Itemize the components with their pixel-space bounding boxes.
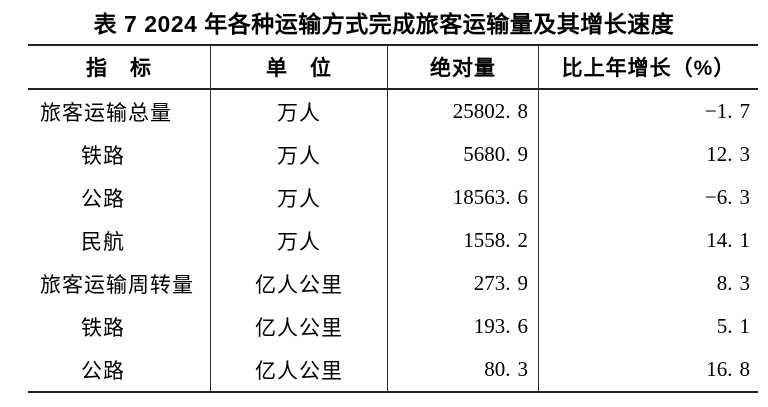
header-absolute: 绝对量 xyxy=(388,46,539,90)
value-cell: 273. 9 xyxy=(388,262,539,305)
indicator-cell: 铁路 xyxy=(28,305,211,348)
unit-cell: 亿人公里 xyxy=(211,305,388,348)
growth-cell: 12. 3 xyxy=(706,142,750,166)
header-growth: 比上年增长（%） xyxy=(539,46,758,90)
indicator-cell: 铁路 xyxy=(28,133,211,176)
unit-cell: 万人 xyxy=(211,219,388,262)
header-unit: 单 位 xyxy=(211,46,388,90)
growth-cell: 16. 8 xyxy=(706,357,750,381)
value-cell: 25802. 8 xyxy=(388,90,539,133)
unit-cell: 亿人公里 xyxy=(211,348,388,391)
growth-cell: 14. 1 xyxy=(706,228,750,252)
unit-cell: 万人 xyxy=(211,133,388,176)
value-cell: 1558. 2 xyxy=(388,219,539,262)
value-cell: 5680. 9 xyxy=(388,133,539,176)
growth-cell: −6. 3 xyxy=(704,185,750,209)
value-cell: 193. 6 xyxy=(388,305,539,348)
indicator-cell: 公路 xyxy=(28,176,211,219)
header-indicator: 指 标 xyxy=(28,46,211,90)
indicator-cell: 公路 xyxy=(28,348,211,391)
indicator-cell: 旅客运输总量 xyxy=(28,90,211,133)
growth-cell: 8. 3 xyxy=(716,271,750,295)
passenger-transport-table: 指 标 单 位 绝对量 比上年增长（%） 旅客运输总量 万人 25802. 8 … xyxy=(28,44,758,393)
growth-cell: 5. 1 xyxy=(716,314,750,338)
unit-cell: 亿人公里 xyxy=(211,262,388,305)
indicator-cell: 民航 xyxy=(28,219,211,262)
unit-cell: 万人 xyxy=(211,90,388,133)
table-title: 表 7 2024 年各种运输方式完成旅客运输量及其增长速度 xyxy=(93,11,675,37)
value-cell: 18563. 6 xyxy=(388,176,539,219)
value-cell: 80. 3 xyxy=(388,348,539,391)
unit-cell: 万人 xyxy=(211,176,388,219)
growth-cell: −1. 7 xyxy=(704,99,750,123)
indicator-cell: 旅客运输周转量 xyxy=(28,262,211,305)
